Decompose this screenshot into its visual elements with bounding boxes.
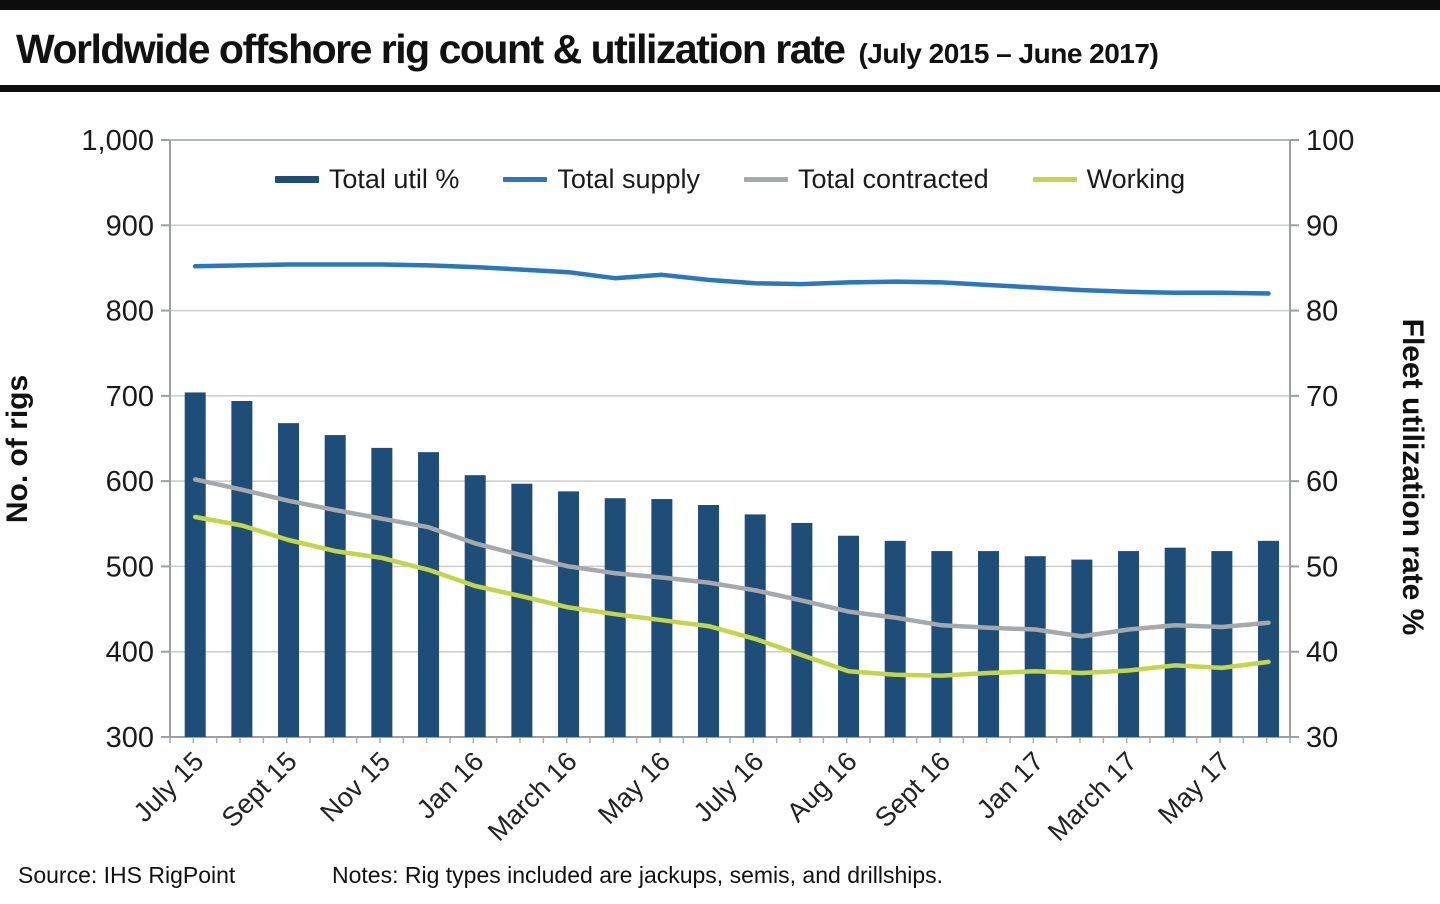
- x-axis-label: March 16: [482, 746, 583, 847]
- bar-total-util: [231, 400, 253, 737]
- bar-total-util: [1071, 559, 1093, 737]
- bar-total-util: [418, 452, 440, 737]
- x-axis-label: July 16: [688, 746, 770, 828]
- legend-label: Total contracted: [798, 164, 989, 194]
- chart-area: 1,000 100 900 90 800 80 700 70 600 60 500 50 400 40 30…: [0, 92, 1440, 862]
- bar-total-util: [1258, 540, 1280, 737]
- legend-item-total-util-: Total util %: [274, 164, 460, 195]
- bar-total-util: [931, 551, 953, 737]
- x-axis-label: May 16: [592, 746, 676, 830]
- legend-swatch-icon: [274, 176, 319, 183]
- x-axis-label: Jan 17: [971, 746, 1050, 825]
- legend-swatch-icon: [1032, 177, 1077, 182]
- notes-text: Notes: Rig types included are jackups, s…: [332, 862, 944, 888]
- page-subtitle: (July 2015 – June 2017): [858, 38, 1159, 69]
- bar-total-util: [184, 392, 206, 737]
- x-axis-label: March 17: [1042, 746, 1143, 847]
- x-axis-label: Sept 15: [216, 746, 303, 833]
- bar-total-util: [838, 535, 860, 737]
- left-axis-tick-label: 900: [106, 210, 154, 242]
- x-axis-label: Aug 16: [781, 746, 863, 828]
- legend-label: Total util %: [328, 164, 460, 194]
- left-axis-tick-label: 300: [106, 722, 154, 754]
- left-axis-tick-label: 1,000: [81, 125, 154, 157]
- left-axis-title: No. of rigs: [1, 374, 34, 524]
- bar-total-util: [884, 540, 906, 737]
- bar-total-util: [744, 514, 766, 737]
- x-axis-label: July 15: [128, 746, 210, 828]
- bar-total-util: [371, 447, 393, 737]
- bar-total-util: [978, 551, 1000, 737]
- legend-item-total-contracted: Total contracted: [744, 164, 989, 195]
- bar-total-util: [1024, 556, 1046, 737]
- left-axis-tick-label: 800: [106, 296, 154, 328]
- right-axis-tick-label: 80: [1306, 296, 1338, 328]
- bar-total-util: [1164, 547, 1186, 737]
- bar-total-util: [791, 522, 813, 737]
- bar-total-util: [464, 475, 486, 737]
- header-divider: [0, 85, 1440, 92]
- source-text: Source: IHS RigPoint: [18, 862, 236, 888]
- bar-total-util: [1118, 551, 1140, 737]
- legend-item-working: Working: [1032, 164, 1186, 195]
- legend-item-total-supply: Total supply: [503, 164, 700, 195]
- line-total-contracted: [192, 477, 1271, 639]
- x-axis-label: Sept 16: [869, 746, 956, 833]
- line-total-supply: [192, 262, 1271, 296]
- x-axis-label: Jan 16: [411, 746, 490, 825]
- legend-label: Total supply: [557, 164, 700, 194]
- left-axis-tick-label: 500: [106, 551, 154, 583]
- legend-swatch-icon: [503, 177, 548, 182]
- chart-legend: Total util % Total supply Total contracted…: [170, 164, 1290, 195]
- legend-swatch-icon: [744, 177, 788, 182]
- bar-total-util: [324, 435, 346, 737]
- right-axis-tick-label: 90: [1306, 210, 1338, 242]
- chart-header: Worldwide offshore rig count & utilizati…: [0, 10, 1440, 85]
- x-axis-label: Nov 15: [314, 746, 396, 828]
- right-axis-tick-label: 100: [1306, 125, 1354, 157]
- bar-total-util: [511, 483, 533, 737]
- bar-total-util: [604, 498, 626, 737]
- left-axis-tick-label: 600: [106, 466, 154, 498]
- left-axis-tick-label: 400: [106, 637, 154, 669]
- right-axis-tick-label: 70: [1306, 381, 1338, 413]
- right-axis-tick-label: 50: [1306, 551, 1338, 583]
- chart-footer: Source: IHS RigPoint Notes: Rig types in…: [0, 862, 1440, 902]
- right-axis-tick-label: 60: [1306, 466, 1338, 498]
- bar-total-util: [278, 423, 300, 737]
- right-axis-tick-label: 40: [1306, 637, 1338, 669]
- combo-chart: 1,000 100 900 90 800 80 700 70 600 60 500 50 400 40 30…: [81, 125, 1354, 847]
- bar-total-util: [1211, 551, 1233, 737]
- right-axis-title: Fleet utilization rate %: [1396, 318, 1429, 636]
- legend-label: Working: [1086, 164, 1186, 194]
- bar-total-util: [698, 505, 720, 737]
- left-axis-tick-label: 700: [106, 381, 154, 413]
- line-working: [192, 514, 1271, 678]
- right-axis-tick-label: 30: [1306, 722, 1338, 754]
- bar-total-util: [558, 491, 580, 737]
- top-black-band: [0, 0, 1440, 10]
- page-title: Worldwide offshore rig count & utilizati…: [16, 26, 846, 72]
- x-axis-label: May 17: [1152, 746, 1236, 830]
